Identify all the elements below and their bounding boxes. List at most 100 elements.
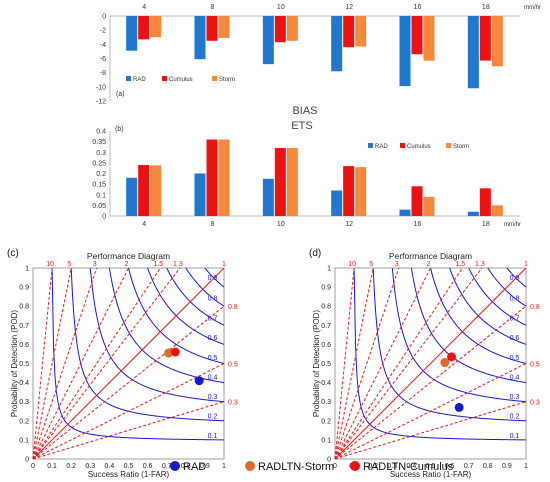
y-tick-label: -2 xyxy=(100,28,106,35)
bar xyxy=(138,165,150,216)
data-point xyxy=(170,347,180,357)
y-tick-label: -4 xyxy=(100,42,106,49)
bias-line xyxy=(32,267,72,460)
x-tick-label: 0.3 xyxy=(85,463,95,470)
bar xyxy=(194,16,206,60)
legend-label: Cumulus xyxy=(407,144,431,150)
y-tick-label: -6 xyxy=(100,56,106,63)
y-tick-label: 0.3 xyxy=(19,399,29,406)
bar xyxy=(479,16,491,61)
y-tick-label: 0.1 xyxy=(19,437,29,444)
bias-label: 0.5 xyxy=(228,362,238,369)
csi-label: 0.8 xyxy=(208,295,218,302)
csi-curve xyxy=(89,268,225,403)
bias-label: 1.3 xyxy=(475,261,485,268)
csi-label: 0.5 xyxy=(510,355,520,362)
y-tick-label: 0.25 xyxy=(92,160,106,167)
bar xyxy=(491,205,503,216)
chart-title: Performance Diagram xyxy=(389,251,472,261)
x-tick-label: 0.5 xyxy=(124,463,134,470)
y-tick-label: 0.6 xyxy=(19,342,29,349)
y-tick-label: 0.1 xyxy=(96,192,106,199)
bar xyxy=(206,16,218,41)
csi-label: 0.9 xyxy=(208,275,218,282)
csi-curve xyxy=(468,267,527,326)
bar xyxy=(411,186,423,216)
csi-curve xyxy=(391,268,527,403)
csi-label: 0.2 xyxy=(510,414,520,421)
x-tick-label: 0.2 xyxy=(66,463,76,470)
bias-chart: 0 -2 -4 -6 -8 -10 -12 4 8 10 12 16 18 mm/hr (a) RAD Cumu… xyxy=(96,4,541,117)
x-axis-label: Success Ratio (1-FAR) xyxy=(390,470,472,479)
csi-curve xyxy=(108,268,225,384)
y-tick-label: 0.9 xyxy=(321,285,331,292)
legend-marker xyxy=(170,461,180,471)
panel-label: (b) xyxy=(115,126,124,133)
bias-line xyxy=(32,267,98,460)
y-tick-label: 0.1 xyxy=(321,437,331,444)
x-tick-label: 12 xyxy=(345,4,353,11)
chart-title: Performance Diagram xyxy=(87,251,170,261)
bar xyxy=(138,16,150,40)
legend-swatch xyxy=(162,76,167,81)
y-tick-label: 0.3 xyxy=(321,399,331,406)
y-tick-label: 0.2 xyxy=(321,418,331,425)
legend-label: Storm xyxy=(453,144,469,150)
bias-label: 2 xyxy=(427,261,431,268)
bar xyxy=(262,178,274,216)
data-point xyxy=(447,352,457,362)
y-tick-label: 0 xyxy=(102,14,106,21)
x-tick-label: 0.4 xyxy=(407,463,417,470)
x-tick-label: 0.4 xyxy=(105,463,115,470)
x-tick-label: 16 xyxy=(414,221,422,228)
y-tick-label: 0.4 xyxy=(96,129,106,136)
bias-label: 3 xyxy=(93,261,97,268)
legend-swatch xyxy=(126,76,131,81)
y-tick-label: 1 xyxy=(25,266,29,273)
x-tick-label: 0.7 xyxy=(464,463,474,470)
y-tick-label: 0 xyxy=(102,214,106,221)
panel-label: (a) xyxy=(116,91,125,98)
bar xyxy=(399,16,411,87)
bar xyxy=(286,148,298,216)
y-tick-label: 0.4 xyxy=(321,380,331,387)
csi-curve xyxy=(506,267,527,288)
y-tick-label: 0.15 xyxy=(92,182,106,189)
bar xyxy=(150,165,162,216)
csi-curve xyxy=(487,267,527,307)
x-tick-label: 0.8 xyxy=(181,463,191,470)
x-tick-label: 0.2 xyxy=(368,463,378,470)
legend-label: RAD xyxy=(375,144,388,150)
unit-label: mm/hr xyxy=(504,222,521,228)
bias-label: 5 xyxy=(67,261,71,268)
legend-label: RAD xyxy=(133,77,146,83)
y-tick-label: 0.4 xyxy=(19,380,29,387)
y-tick-label: 1 xyxy=(327,266,331,273)
bias-label: 10 xyxy=(46,261,54,268)
csi-label: 0.7 xyxy=(510,315,520,322)
legend-marker xyxy=(245,461,255,471)
csi-label: 0.6 xyxy=(208,335,218,342)
y-tick-label: 0.7 xyxy=(19,323,29,330)
bias-line xyxy=(334,363,527,460)
legend-label: Cumulus xyxy=(169,77,193,83)
csi-curve xyxy=(185,267,225,307)
y-axis-label: Probability of Detection (POD) xyxy=(312,310,321,417)
x-axis-label: Success Ratio (1-FAR) xyxy=(88,470,170,479)
bar xyxy=(423,196,435,216)
bar xyxy=(467,211,479,216)
bias-line xyxy=(334,267,374,460)
bias-label: 1.3 xyxy=(173,261,183,268)
y-tick-label: 0 xyxy=(327,457,331,464)
x-tick-label: 4 xyxy=(142,221,146,228)
y-tick-label: 0.8 xyxy=(321,304,331,311)
bias-line xyxy=(334,267,483,460)
bar xyxy=(411,16,423,55)
bar xyxy=(150,16,162,38)
chart-title: ETS xyxy=(291,120,312,132)
bar xyxy=(355,16,367,47)
csi-curve xyxy=(430,267,527,364)
csi-label: 0.3 xyxy=(510,394,520,401)
performance-diagram-c: 0.10.20.30.40.50.60.70.80.910 5 3 2 1.5 1.3 10… xyxy=(7,248,238,479)
